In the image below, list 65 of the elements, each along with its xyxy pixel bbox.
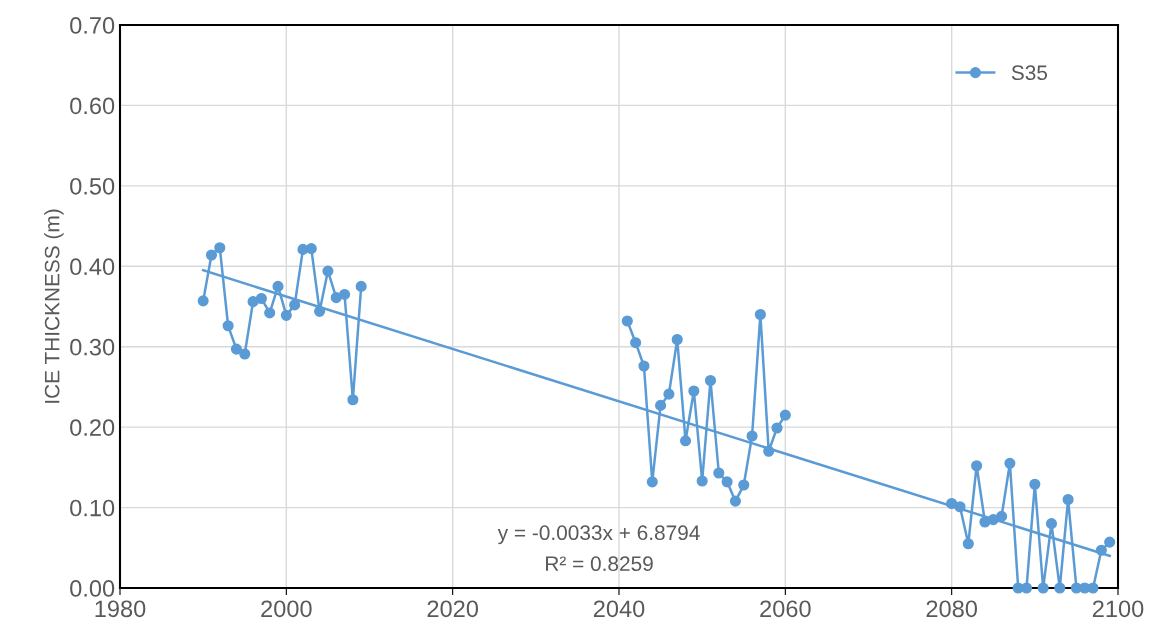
point <box>729 495 741 507</box>
point <box>1054 582 1066 594</box>
y-axis-title: ICE THICKNESS (m) <box>44 209 64 403</box>
y-tick-label: 0.70 <box>70 17 115 34</box>
point <box>197 295 209 307</box>
point <box>247 296 259 308</box>
point <box>239 348 251 360</box>
x-tick-label: 2020 <box>427 600 479 618</box>
point <box>962 538 974 550</box>
point <box>996 510 1008 522</box>
point <box>771 422 783 434</box>
point <box>971 460 983 472</box>
point <box>1037 582 1049 594</box>
point <box>322 265 334 277</box>
point <box>1045 518 1058 530</box>
point <box>746 430 758 442</box>
point <box>214 242 226 254</box>
point <box>713 467 725 479</box>
point <box>230 343 242 355</box>
y-tick-label: 0.20 <box>70 419 115 436</box>
point <box>646 476 658 488</box>
legend-label: S35 <box>1011 65 1048 81</box>
annotation: y = -0.0033x + 6.8794 <box>497 525 700 545</box>
point <box>621 315 633 327</box>
x-tick-label: 1980 <box>95 600 146 618</box>
y-tick-label: 0.00 <box>70 580 115 597</box>
point <box>630 337 642 349</box>
point <box>738 479 750 491</box>
point <box>704 374 717 387</box>
point <box>280 309 292 321</box>
y-tick-label: 0.30 <box>70 338 115 356</box>
point <box>779 409 791 421</box>
annotation: R² = 0.8259 <box>546 556 653 572</box>
x-tick-label: 2040 <box>593 600 645 618</box>
point <box>679 435 692 447</box>
point <box>355 280 367 292</box>
point <box>222 320 234 332</box>
point <box>205 249 218 261</box>
point <box>1104 536 1116 548</box>
point <box>696 475 708 487</box>
x-tick-label: 2080 <box>926 600 978 618</box>
y-tick-label: 0.10 <box>70 499 115 517</box>
point <box>338 288 351 300</box>
y-tick-label: 0.50 <box>70 177 115 195</box>
point <box>655 399 667 411</box>
point <box>688 385 700 397</box>
x-tick-label: 2000 <box>261 600 312 618</box>
y-tick-label: 0.40 <box>70 258 115 276</box>
x-tick-label: 2100 <box>1092 600 1144 618</box>
point <box>1004 457 1016 469</box>
point <box>663 388 675 400</box>
point <box>305 243 317 255</box>
point <box>754 308 766 321</box>
y-tick-label: 0.60 <box>70 97 115 115</box>
point <box>264 307 276 319</box>
point <box>671 333 683 346</box>
point <box>1029 478 1041 490</box>
x-tick-label: 2060 <box>760 600 811 618</box>
point <box>638 360 650 372</box>
point <box>289 299 301 311</box>
point <box>721 476 733 488</box>
point <box>1062 493 1074 506</box>
point <box>255 292 267 305</box>
point <box>272 280 284 292</box>
point <box>347 394 359 406</box>
